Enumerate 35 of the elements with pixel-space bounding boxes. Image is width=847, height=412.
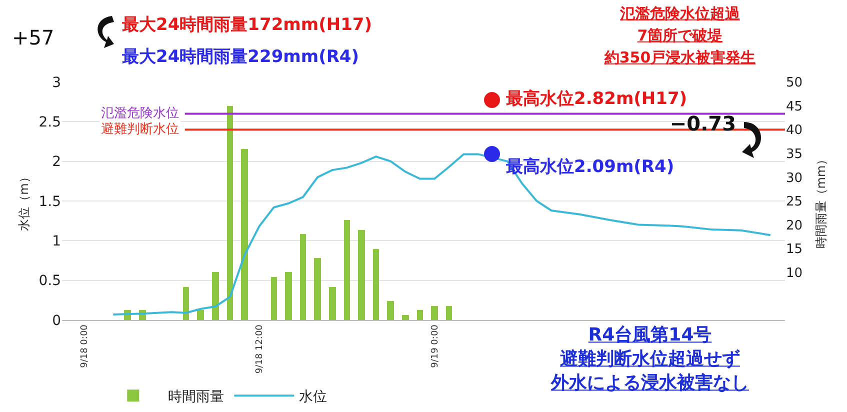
- y-tick-label: 2: [52, 154, 61, 170]
- y2-axis-title: 時間雨量（mm）: [814, 153, 828, 249]
- text: 外水による浸水被害なし: [551, 372, 749, 394]
- y2-tick-label: 30: [786, 170, 803, 186]
- x-tick-label: 9/19 0:00: [430, 324, 440, 368]
- text: 約350戸浸水被害発生: [604, 48, 756, 67]
- x-tick-label: 9/18 12:00: [255, 324, 266, 374]
- text: +57: [12, 26, 54, 50]
- annotation: 最高水位2.82m(H17): [506, 89, 688, 110]
- y-tick-label: 2.5: [38, 114, 61, 131]
- legend-label: 水位: [299, 389, 328, 406]
- y-tick-label: 0.5: [38, 273, 61, 290]
- y-tick-label: 0: [52, 312, 61, 329]
- text: 氾濫危険水位超過: [620, 4, 740, 23]
- y2-tick-label: 15: [786, 242, 803, 258]
- text: R4台風第14号: [588, 324, 712, 346]
- legend-label: 時間雨量: [168, 389, 224, 406]
- ref-line-label: 避難判断水位: [101, 122, 179, 137]
- y2-tick-label: 45: [786, 99, 803, 114]
- y-tick-label: 1.5: [38, 194, 61, 210]
- text: 最大24時間雨量172mm(H17): [122, 15, 372, 36]
- y2-tick-label: 50: [786, 76, 803, 91]
- y-tick-label: 3: [52, 74, 61, 91]
- y-axis-title: 水位（m）: [17, 171, 31, 231]
- y2-tick-label: 10: [786, 266, 803, 281]
- y2-tick-label: 25: [786, 194, 803, 210]
- x-tick-label: 9/18 0:00: [80, 324, 90, 368]
- ref-line-label: 氾濫危険水位: [101, 106, 179, 121]
- text: 避難判断水位超過せず: [560, 348, 740, 370]
- text: 7箇所で破堤: [637, 26, 723, 45]
- y2-tick-label: 40: [786, 123, 803, 138]
- y2-tick-label: 20: [786, 218, 803, 234]
- y-tick-label: 1: [52, 234, 61, 250]
- y2-tick-label: 35: [786, 146, 803, 162]
- text: 最大24時間雨量229mm(R4): [122, 47, 360, 68]
